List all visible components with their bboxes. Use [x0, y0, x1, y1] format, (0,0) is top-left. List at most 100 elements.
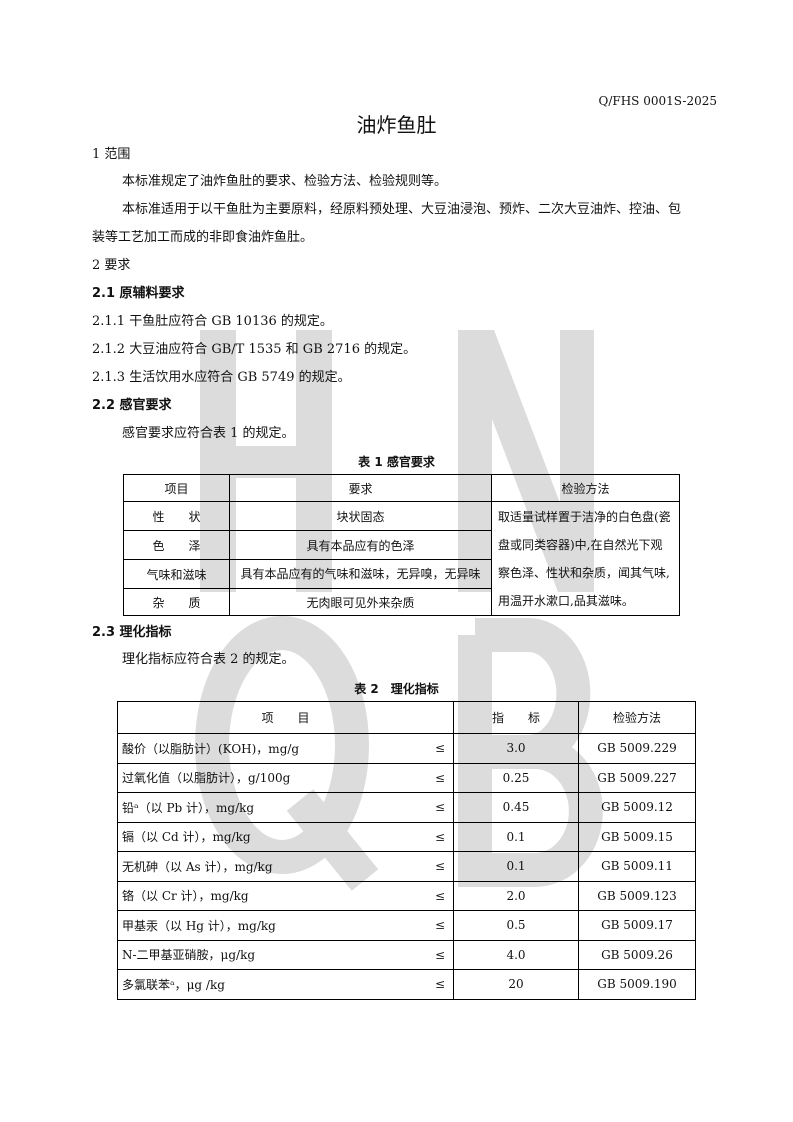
clause: 2.1.3 生活饮用水应符合 GB 5749 的规定。 — [92, 370, 351, 385]
item-label: 镉（以 Cd 计），mg/kg — [122, 830, 251, 845]
item-cell: 色 泽 — [123, 530, 230, 560]
value-cell: 0.1 — [453, 851, 579, 882]
table-header-row: 项目 要求 检验方法 — [123, 474, 680, 502]
section-heading: 2.1 原辅料要求 — [92, 286, 185, 301]
method-cell: 取适量试样置于洁净的白色盘(瓷盘或同类容器)中,在自然光下观察色泽、性状和杂质，… — [491, 501, 680, 616]
value-cell: 2.0 — [453, 880, 579, 911]
item-cell-content: 甲基汞（以 Hg 计），mg/kg ≤ — [122, 917, 449, 934]
item-cell: 镉（以 Cd 计），mg/kg ≤ — [117, 821, 454, 852]
sensory-table: 项目 要求 检验方法 性 状 块状固态 取适量试样置于洁净的白色盘(瓷盘或同类容… — [123, 474, 680, 616]
table-caption: 表 2 理化指标 — [354, 682, 439, 696]
less-equal-sign: ≤ — [434, 888, 445, 903]
value-cell: 0.25 — [453, 762, 579, 793]
table-row: 气味和滋味 具有本品应有的气味和滋味，无异嗅，无异味 — [123, 559, 680, 589]
header-cell: 指 标 — [453, 701, 579, 734]
page-title: 油炸鱼肚 — [356, 113, 437, 137]
method-cell: GB 5009.17 — [578, 910, 696, 941]
header-cell: 检验方法 — [491, 474, 680, 502]
table-row: N-二甲基亚硝胺，μg/kg ≤ 4.0 GB 5009.26 — [117, 939, 696, 970]
item-cell: 铬（以 Cr 计），mg/kg ≤ — [117, 880, 454, 911]
value-cell: 3.0 — [453, 733, 579, 764]
table-row: 杂 质 无肉眼可见外来杂质 — [123, 588, 680, 616]
table-row: 色 泽 具有本品应有的色泽 — [123, 530, 680, 560]
clause: 2.1.2 大豆油应符合 GB/T 1535 和 GB 2716 的规定。 — [92, 342, 417, 357]
item-cell: 过氧化值（以脂肪计），g/100g ≤ — [117, 762, 454, 793]
less-equal-sign: ≤ — [434, 918, 445, 933]
item-label: 铅ᵃ（以 Pb 计），mg/kg — [122, 800, 255, 815]
less-equal-sign: ≤ — [434, 770, 445, 785]
header-cell: 检验方法 — [578, 701, 696, 734]
less-equal-sign: ≤ — [434, 741, 445, 756]
requirement-cell: 无肉眼可见外来杂质 — [229, 588, 492, 616]
item-label: 铬（以 Cr 计），mg/kg — [122, 889, 249, 904]
less-equal-sign: ≤ — [434, 947, 445, 962]
item-cell: 无机砷（以 As 计），mg/kg ≤ — [117, 851, 454, 882]
paragraph: 理化指标应符合表 2 的规定。 — [122, 652, 295, 667]
table-row: 性 状 块状固态 取适量试样置于洁净的白色盘(瓷盘或同类容器)中,在自然光下观察… — [123, 501, 680, 616]
value-cell: 0.1 — [453, 821, 579, 852]
item-label: 过氧化值（以脂肪计），g/100g — [122, 771, 291, 786]
header-cell: 项目 — [123, 474, 230, 502]
item-cell-content: 镉（以 Cd 计），mg/kg ≤ — [122, 828, 449, 845]
paragraph: 感官要求应符合表 1 的规定。 — [122, 426, 295, 441]
item-cell-content: 铅ᵃ（以 Pb 计），mg/kg ≤ — [122, 799, 449, 816]
item-cell-content: 无机砷（以 As 计），mg/kg ≤ — [122, 858, 449, 875]
header-cell: 要求 — [229, 474, 492, 502]
item-cell-content: N-二甲基亚硝胺，μg/kg ≤ — [122, 946, 449, 963]
requirement-cell: 块状固态 — [229, 501, 492, 531]
table-row: 无机砷（以 As 计），mg/kg ≤ 0.1 GB 5009.11 — [117, 851, 696, 882]
clause: 2.1.1 干鱼肚应符合 GB 10136 的规定。 — [92, 314, 333, 329]
requirement-cell: 具有本品应有的气味和滋味，无异嗅，无异味 — [229, 559, 492, 589]
paragraph: 装等工艺加工而成的非即食油炸鱼肚。 — [92, 230, 314, 245]
method-cell: GB 5009.15 — [578, 821, 696, 852]
table-row: 镉（以 Cd 计），mg/kg ≤ 0.1 GB 5009.15 — [117, 821, 696, 852]
section-heading: 2.3 理化指标 — [92, 625, 172, 640]
less-equal-sign: ≤ — [434, 800, 445, 815]
item-label: 酸价（以脂肪计）(KOH)，mg/g — [122, 741, 300, 756]
item-cell: 多氯联苯ᵃ，μg /kg ≤ — [117, 969, 454, 1000]
table-header-row: 项 目 指 标 检验方法 — [117, 701, 696, 734]
item-cell: 甲基汞（以 Hg 计），mg/kg ≤ — [117, 910, 454, 941]
table-row: 多氯联苯ᵃ，μg /kg ≤ 20 GB 5009.190 — [117, 969, 696, 1000]
less-equal-sign: ≤ — [434, 859, 445, 874]
physicochemical-table: 项 目 指 标 检验方法 酸价（以脂肪计）(KOH)，mg/g ≤ 3.0 GB … — [117, 701, 696, 1000]
method-cell: GB 5009.26 — [578, 939, 696, 970]
item-cell-content: 酸价（以脂肪计）(KOH)，mg/g ≤ — [122, 740, 449, 757]
table-row: 过氧化值（以脂肪计），g/100g ≤ 0.25 GB 5009.227 — [117, 762, 696, 793]
method-cell: GB 5009.190 — [578, 969, 696, 1000]
section-heading: 1 范围 — [92, 147, 131, 162]
item-label: N-二甲基亚硝胺，μg/kg — [122, 948, 256, 963]
item-cell: 杂 质 — [123, 588, 230, 616]
method-cell: GB 5009.227 — [578, 762, 696, 793]
item-cell: 气味和滋味 — [123, 559, 230, 589]
method-cell: GB 5009.12 — [578, 792, 696, 823]
item-cell: 铅ᵃ（以 Pb 计），mg/kg ≤ — [117, 792, 454, 823]
paragraph: 本标准适用于以干鱼肚为主要原料，经原料预处理、大豆油浸泡、预炸、二次大豆油炸、控… — [122, 202, 682, 217]
item-cell-content: 过氧化值（以脂肪计），g/100g ≤ — [122, 769, 449, 786]
item-cell-content: 多氯联苯ᵃ，μg /kg ≤ — [122, 976, 449, 993]
item-label: 无机砷（以 As 计），mg/kg — [122, 859, 273, 874]
table-row: 铬（以 Cr 计），mg/kg ≤ 2.0 GB 5009.123 — [117, 880, 696, 911]
item-cell: 性 状 — [123, 501, 230, 531]
table-row: 铅ᵃ（以 Pb 计），mg/kg ≤ 0.45 GB 5009.12 — [117, 792, 696, 823]
item-cell-content: 铬（以 Cr 计），mg/kg ≤ — [122, 887, 449, 904]
item-cell: 酸价（以脂肪计）(KOH)，mg/g ≤ — [117, 733, 454, 764]
method-cell: GB 5009.11 — [578, 851, 696, 882]
item-label: 多氯联苯ᵃ，μg /kg — [122, 977, 225, 992]
header-cell: 项 目 — [117, 701, 454, 734]
paragraph: 本标准规定了油炸鱼肚的要求、检验方法、检验规则等。 — [122, 174, 448, 189]
table-caption: 表 1 感官要求 — [358, 455, 435, 469]
standard-code: Q/FHS 0001S-2025 — [598, 94, 718, 108]
item-cell: N-二甲基亚硝胺，μg/kg ≤ — [117, 939, 454, 970]
value-cell: 0.5 — [453, 910, 579, 941]
method-cell: GB 5009.229 — [578, 733, 696, 764]
value-cell: 0.45 — [453, 792, 579, 823]
item-label: 甲基汞（以 Hg 计），mg/kg — [122, 918, 276, 933]
table-row: 酸价（以脂肪计）(KOH)，mg/g ≤ 3.0 GB 5009.229 — [117, 733, 696, 764]
section-heading: 2.2 感官要求 — [92, 398, 172, 413]
section-heading: 2 要求 — [92, 258, 131, 273]
table-row: 甲基汞（以 Hg 计），mg/kg ≤ 0.5 GB 5009.17 — [117, 910, 696, 941]
value-cell: 20 — [453, 969, 579, 1000]
requirement-cell: 具有本品应有的色泽 — [229, 530, 492, 560]
method-cell: GB 5009.123 — [578, 880, 696, 911]
